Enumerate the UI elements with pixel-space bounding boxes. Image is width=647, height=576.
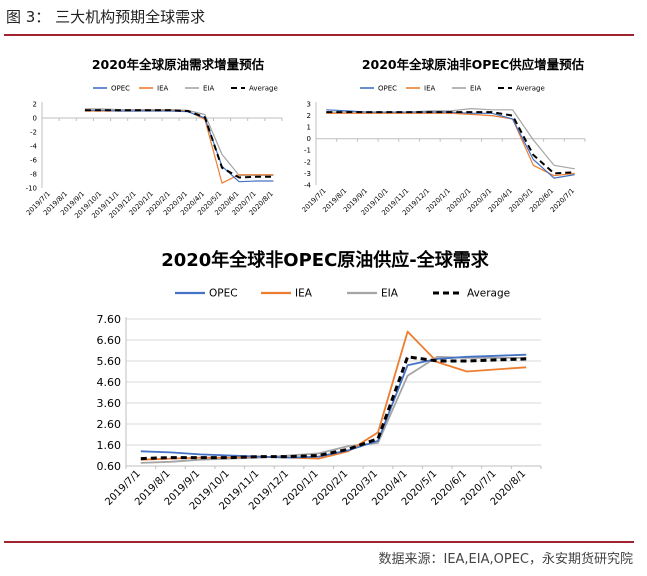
legend-entry-iea: IEA — [406, 84, 435, 92]
legend-label: IEA — [295, 288, 313, 300]
y-tick-label: 0 — [307, 135, 311, 143]
series-line-average — [84, 109, 274, 179]
chart-title: 2020年全球非OPEC原油供应-全球需求 — [161, 249, 490, 271]
chart-balance: 2020年全球非OPEC原油供应-全球需求 OPEC IEA EIA Average 7.… — [97, 249, 542, 512]
series-line-opec — [84, 109, 274, 183]
series-line-average — [140, 355, 527, 461]
y-tick-label: 5.60 — [97, 355, 122, 368]
legend-label: OPEC — [111, 84, 130, 92]
y-tick-label: 1 — [307, 124, 311, 132]
figure-title: 图 3： 三大机构预期全球需求 — [6, 8, 206, 26]
y-tick-label: -2 — [304, 158, 311, 166]
series-line-iea — [140, 330, 527, 461]
series-line-opec — [140, 353, 527, 459]
legend-entry-eia: EIA — [347, 288, 399, 300]
chart-supply: 2020年全球原油非OPEC供应增量预估 OPEC IEA EIA Average 3 2 1… — [301, 57, 586, 217]
y-tick-label: 4.60 — [97, 376, 122, 389]
legend-entry-eia: EIA — [185, 84, 214, 92]
legend-entry-iea: IEA — [139, 84, 168, 92]
y-tick-label: -1 — [304, 147, 311, 155]
legend-label: EIA — [203, 84, 214, 92]
series-line-iea — [84, 109, 274, 184]
legend-entry-opec: OPEC — [360, 84, 397, 92]
legend-label: EIA — [381, 288, 399, 300]
y-tick-label: 0 — [33, 114, 37, 122]
y-tick-label: -6 — [30, 156, 38, 164]
bottom-rule — [4, 541, 634, 543]
legend-entry-average: Average — [433, 288, 510, 300]
legend-label: OPEC — [378, 84, 397, 92]
legend-label: OPEC — [209, 288, 238, 300]
series-line-iea — [326, 112, 575, 177]
y-tick-label: 3 — [307, 100, 311, 108]
top-rule — [4, 34, 634, 36]
legend-entry-iea: IEA — [261, 288, 313, 300]
legend-label: Average — [249, 84, 278, 92]
y-tick-label: -2 — [30, 128, 37, 136]
legend-label: Average — [467, 288, 510, 300]
series-line-average — [326, 111, 575, 175]
y-tick-label: 7.60 — [97, 313, 122, 326]
y-tick-label: -4 — [30, 142, 38, 150]
legend-label: Average — [516, 84, 545, 92]
y-tick-label: 2.60 — [97, 418, 122, 431]
y-tick-label: -4 — [304, 181, 312, 189]
legend-entry-opec: OPEC — [175, 288, 238, 300]
chart-title: 2020年全球原油需求增量预估 — [92, 57, 265, 72]
y-tick-label: 1.60 — [97, 439, 122, 452]
legend-label: IEA — [424, 84, 435, 92]
y-tick-label: -10 — [26, 184, 37, 192]
y-tick-label: 2 — [307, 112, 311, 120]
y-tick-label: 2 — [33, 100, 37, 108]
y-tick-label: 3.60 — [97, 397, 122, 410]
legend-entry-average: Average — [231, 84, 278, 92]
y-tick-label: -8 — [30, 170, 37, 178]
y-tick-label: -3 — [304, 170, 311, 178]
chart-demand: 2020年全球原油需求增量预估 OPEC IEA EIA Average 2 0 -2 -4 -6… — [25, 57, 283, 220]
y-tick-label: 0.60 — [97, 460, 122, 473]
legend-label: EIA — [470, 84, 481, 92]
legend-entry-opec: OPEC — [93, 84, 130, 92]
series-line-eia — [140, 355, 527, 464]
legend-entry-average: Average — [498, 84, 545, 92]
source-note: 数据来源：IEA,EIA,OPEC，永安期货研究院 — [378, 552, 633, 567]
legend-label: IEA — [157, 84, 168, 92]
y-tick-label: 6.60 — [97, 334, 122, 347]
chart-title: 2020年全球原油非OPEC供应增量预估 — [362, 57, 585, 72]
legend-entry-eia: EIA — [452, 84, 481, 92]
